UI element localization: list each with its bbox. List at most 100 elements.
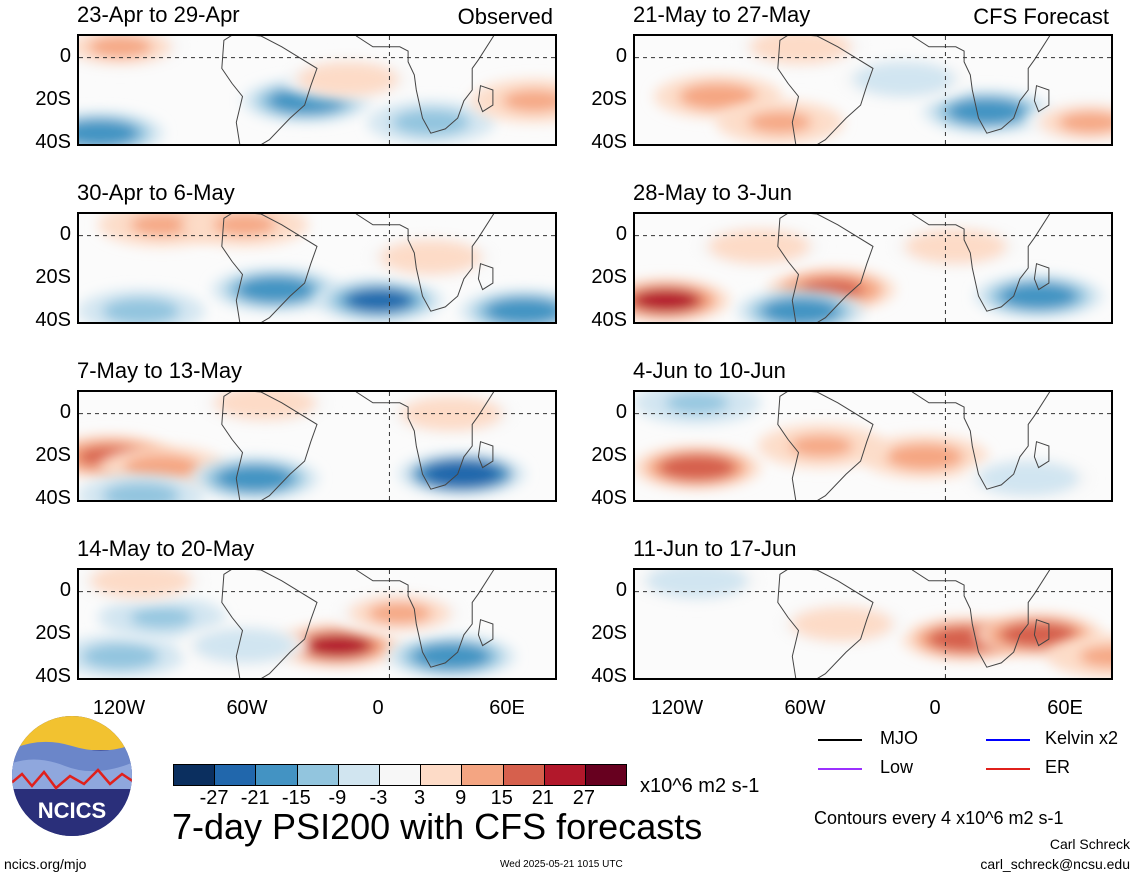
- anomaly-contour: [789, 435, 853, 457]
- negative-anomaly: [974, 274, 1103, 319]
- anomaly-contour: [955, 100, 1019, 123]
- madagascar-outline: [1033, 441, 1050, 469]
- psi-field: [635, 392, 1111, 500]
- anomaly-contour: [306, 634, 370, 657]
- positive-anomaly: [715, 100, 845, 144]
- positive-anomaly: [635, 445, 762, 490]
- negative-anomaly: [387, 634, 516, 678]
- negative-anomaly: [314, 278, 444, 322]
- y-tick-label: 0: [615, 222, 627, 245]
- positive-anomaly: [335, 591, 465, 636]
- psi-field: [635, 36, 1111, 144]
- legend-line-er: [986, 768, 1030, 770]
- anomaly-contour: [88, 36, 152, 58]
- anomaly-contour: [1079, 645, 1111, 668]
- colorbar-tick-label: -9: [328, 787, 347, 809]
- colorbar-tick-label: 3: [413, 787, 426, 809]
- positive-anomaly: [387, 392, 516, 436]
- anomaly-contour: [223, 467, 287, 490]
- positive-anomaly: [891, 224, 1021, 269]
- y-tick-label: 20S: [35, 443, 71, 466]
- anomaly-contour: [769, 300, 833, 322]
- south-america-outline: [777, 36, 874, 144]
- south-america-outline: [777, 570, 874, 678]
- anomaly-contour: [399, 246, 463, 268]
- panel-title: 7-May to 13-May: [77, 358, 243, 383]
- map-panel: [633, 390, 1113, 502]
- positive-anomaly: [1026, 100, 1111, 144]
- negative-anomaly: [97, 595, 227, 640]
- negative-anomaly: [180, 623, 309, 668]
- colorbar-swatch: [421, 765, 463, 785]
- africa-outline: [355, 36, 495, 134]
- madagascar-outline: [1033, 85, 1050, 113]
- anomaly-contour: [686, 85, 750, 108]
- y-tick-label: 40S: [35, 309, 71, 331]
- negative-anomaly: [635, 392, 762, 425]
- negative-anomaly: [922, 89, 1052, 134]
- colorbar-swatch: [297, 765, 339, 785]
- anomaly-contour: [347, 289, 411, 312]
- anomaly-contour: [1058, 111, 1111, 134]
- y-tick-label: 0: [615, 400, 627, 423]
- positive-anomaly: [79, 570, 206, 603]
- panel-title: 21-May to 27-May: [633, 2, 811, 27]
- y-tick-label: 40S: [591, 665, 627, 687]
- author-email[interactable]: carl_schreck@ncsu.edu: [980, 856, 1130, 872]
- ncics-logo: NCICS: [10, 714, 134, 838]
- negative-anomaly: [79, 111, 164, 144]
- anomaly-contour: [420, 645, 483, 668]
- panel-title: 11-Jun to 17-Jun: [633, 536, 797, 561]
- colorbar-tick-label: -27: [199, 787, 229, 809]
- colorbar-swatch: [462, 765, 504, 785]
- anomaly-contour: [727, 235, 791, 258]
- africa-outline: [355, 570, 495, 668]
- positive-anomaly: [736, 36, 865, 69]
- africa-outline: [911, 392, 1051, 490]
- negative-anomaly: [79, 634, 185, 678]
- contours-note: Contours every 4 x10^6 m2 s-1: [814, 808, 1064, 828]
- legend-line-low: [818, 768, 862, 770]
- anomaly-contour: [109, 570, 173, 592]
- negative-anomaly: [839, 57, 969, 102]
- x-tick-label: 60E: [1047, 697, 1083, 719]
- anomaly-contour: [635, 289, 698, 312]
- psi-field: [79, 570, 555, 678]
- anomaly-contour: [665, 570, 729, 592]
- anomaly-contour: [1007, 624, 1071, 646]
- anomaly-contour: [130, 606, 194, 629]
- anomaly-contour: [109, 484, 173, 500]
- anomaly-contour: [893, 446, 957, 468]
- positive-anomaly: [694, 224, 824, 269]
- column-label: CFS Forecast: [973, 4, 1109, 29]
- y-tick-label: 0: [59, 44, 71, 67]
- anomaly-contour: [109, 300, 173, 322]
- anomaly-contour: [492, 300, 555, 322]
- map-panel: [633, 568, 1113, 680]
- y-tick-label: 40S: [591, 309, 627, 331]
- positive-anomaly: [79, 36, 185, 69]
- colorbar-units: x10^6 m2 s-1: [640, 775, 760, 797]
- south-america-outline: [777, 214, 874, 322]
- anomaly-contour: [79, 122, 132, 144]
- anomaly-contour: [665, 392, 729, 414]
- legend-label-mjo: MJO: [880, 728, 918, 748]
- panel-title: 23-Apr to 29-Apr: [77, 2, 240, 27]
- y-tick-label: 20S: [591, 265, 627, 288]
- south-america-outline: [221, 392, 318, 500]
- url-link[interactable]: ncics.org/mjo: [4, 856, 87, 872]
- y-tick-label: 0: [59, 222, 71, 245]
- anomaly-contour: [872, 68, 936, 90]
- positive-anomaly: [860, 434, 989, 479]
- positive-anomaly: [180, 214, 309, 247]
- madagascar-outline: [1033, 619, 1050, 647]
- colorbar-tick-label: 27: [572, 787, 596, 809]
- colorbar-swatch: [503, 765, 545, 785]
- colorbar-tick-label: -3: [369, 787, 388, 809]
- legend-line-kelvin: [986, 739, 1030, 741]
- logo-text: NCICS: [38, 798, 106, 823]
- negative-anomaly: [635, 570, 762, 603]
- colorbar-swatch: [256, 765, 298, 785]
- legend-line-mjo: [818, 739, 862, 741]
- colorbar-swatch: [215, 765, 257, 785]
